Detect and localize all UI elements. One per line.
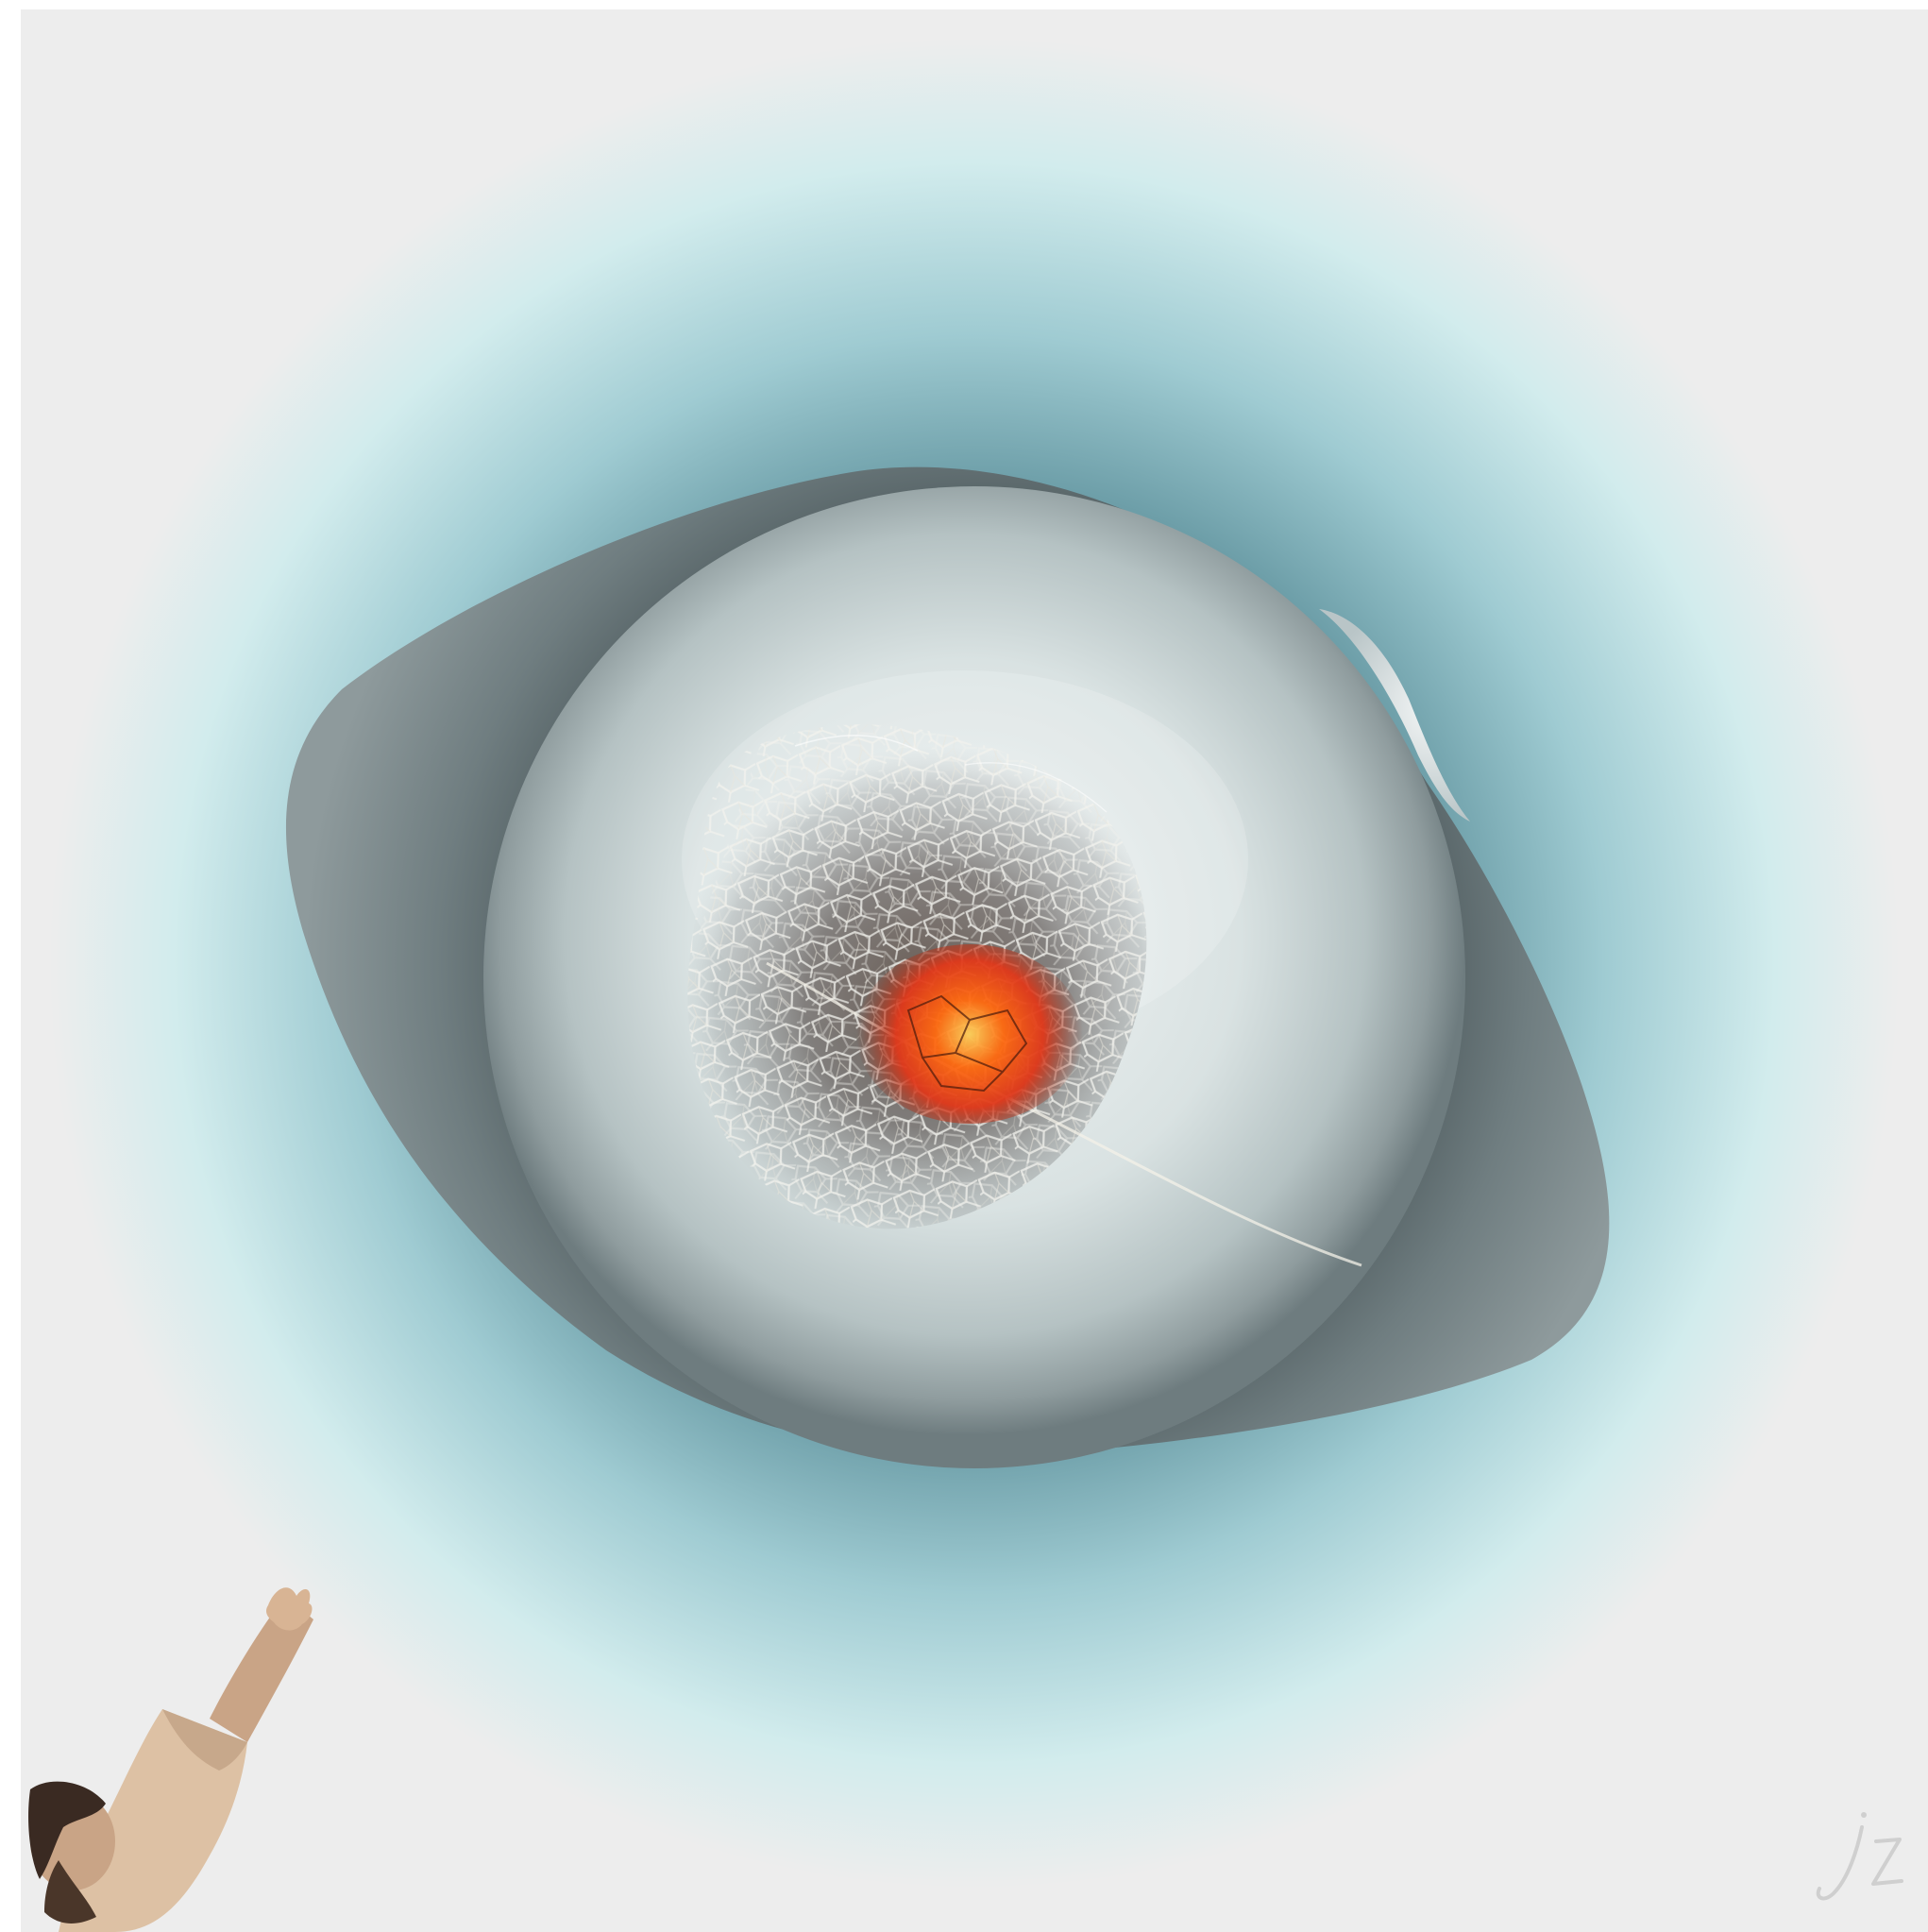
artwork-canvas <box>21 9 1928 1932</box>
shell-highlight <box>1319 609 1470 822</box>
reaching-figure <box>28 1587 313 1932</box>
ember-core <box>856 944 1083 1124</box>
artwork-svg <box>21 9 1928 1932</box>
ember-veins <box>906 994 1028 1093</box>
signature-mark <box>1816 1812 1903 1901</box>
